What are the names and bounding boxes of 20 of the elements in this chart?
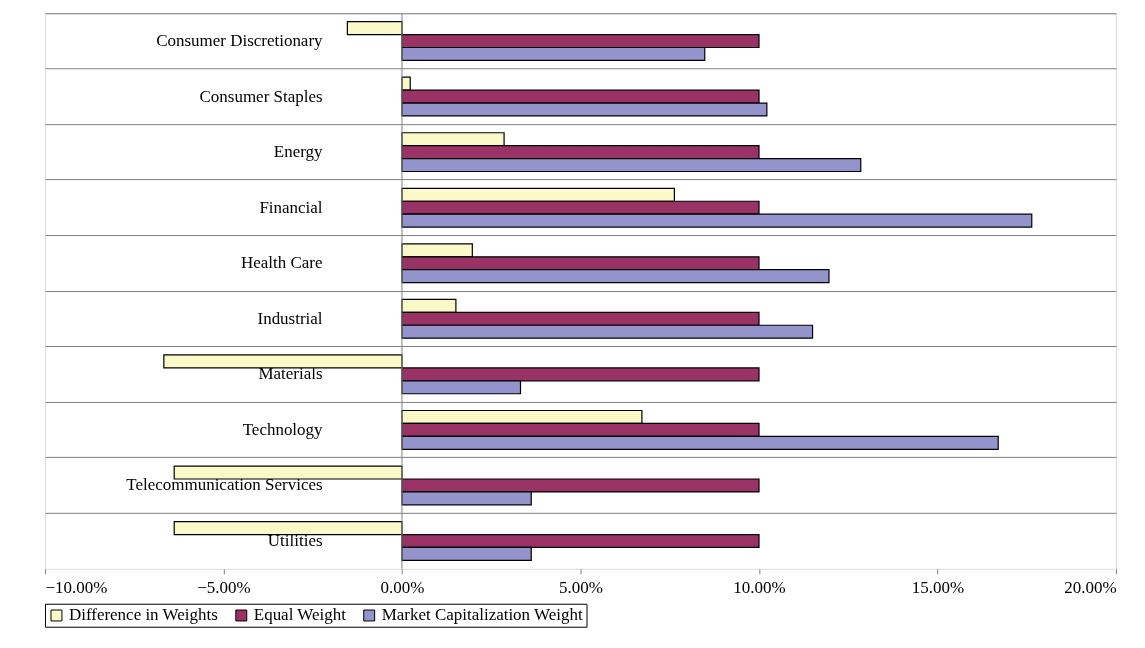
- y-tick-label: Energy: [273, 142, 324, 162]
- legend-label: Equal Weight: [253, 605, 347, 625]
- y-tick-label: Financial: [259, 197, 323, 217]
- y-tick-label: Consumer Discretionary: [156, 31, 324, 51]
- y-tick-label: Telecommunication Services: [126, 475, 323, 495]
- legend-label: Market Capitalization Weight: [381, 605, 583, 625]
- y-tick-label: Materials: [258, 364, 323, 384]
- y-tick-label: Health Care: [241, 253, 323, 273]
- legend-label: Difference in Weights: [68, 605, 218, 625]
- x-tick-label: −5.00%: [197, 578, 251, 598]
- x-tick-label: 15.00%: [911, 578, 965, 598]
- x-tick-label: 20.00%: [1064, 578, 1117, 598]
- x-tick-label: 10.00%: [733, 578, 786, 598]
- y-tick-label: Utilities: [267, 531, 323, 550]
- y-tick-label: Consumer Staples: [199, 86, 323, 106]
- y-tick-label: Industrial: [257, 308, 323, 328]
- x-tick-label: 5.00%: [559, 578, 603, 598]
- x-tick-label: 0.00%: [380, 578, 425, 598]
- y-tick-label: Technology: [242, 419, 324, 439]
- x-tick-label: −10.00%: [45, 578, 108, 598]
